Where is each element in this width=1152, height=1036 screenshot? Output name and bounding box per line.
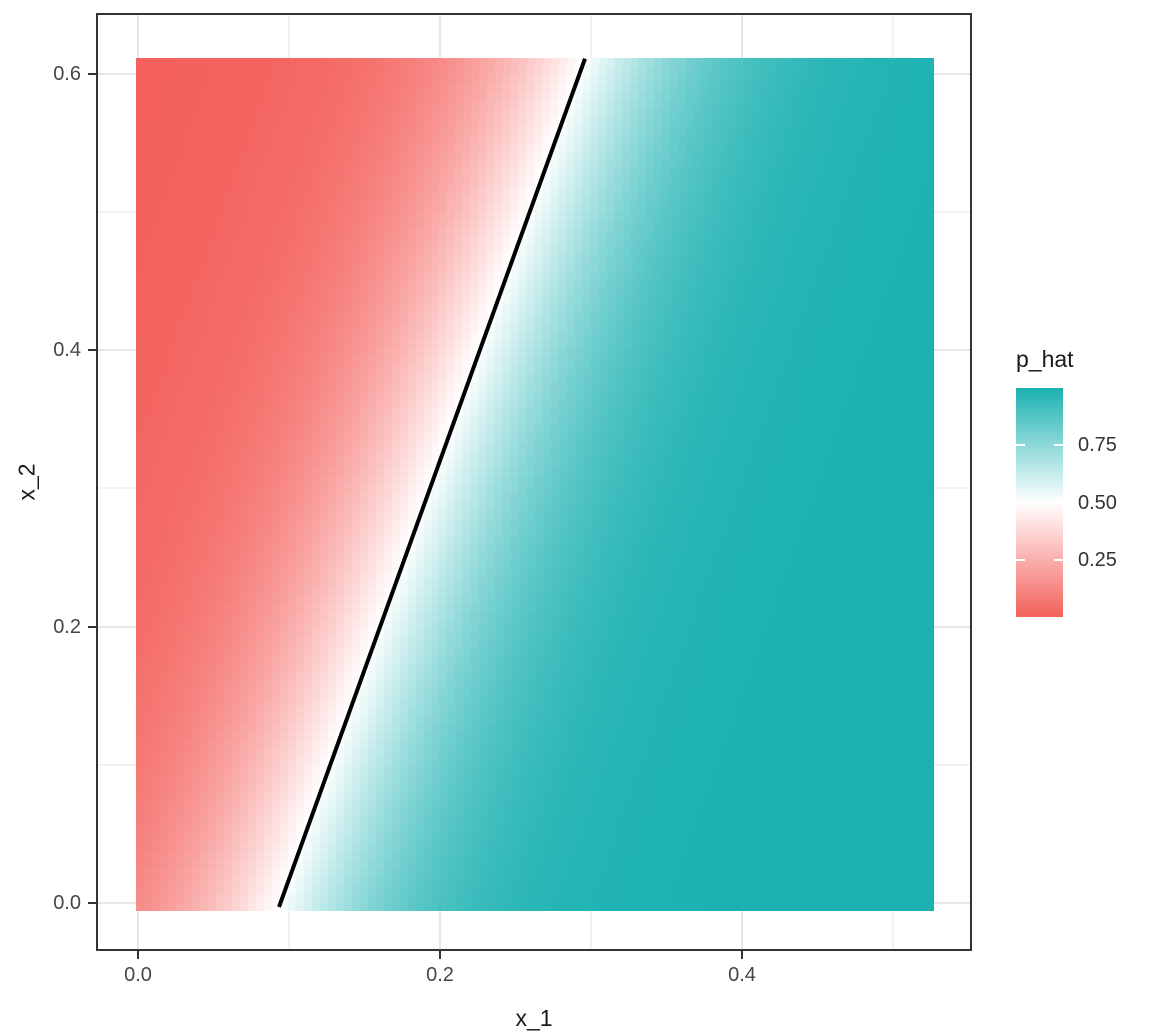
x-tick-label: 0.0	[124, 964, 152, 986]
x-tick-label: 0.2	[426, 964, 454, 986]
y-axis-title: x_2	[13, 463, 40, 501]
plot-panel	[96, 13, 972, 951]
decision-boundary-line	[277, 58, 587, 908]
y-tick-mark	[88, 72, 96, 75]
x-tick-mark	[439, 951, 441, 959]
legend-colorbar: 0.75 0.50 0.25	[1016, 388, 1117, 617]
legend-tick-mark	[1054, 444, 1063, 447]
legend-title: p_hat	[1016, 346, 1074, 372]
x-tick-mark	[741, 951, 743, 959]
legend-tick-label: 0.50	[1078, 491, 1117, 514]
legend-tick-label: 0.25	[1078, 548, 1117, 571]
x-tick-mark	[137, 951, 139, 959]
y-tick-label: 0.6	[53, 62, 81, 85]
y-tick-label: 0.2	[53, 615, 81, 638]
y-tick-mark	[88, 902, 96, 904]
decision-boundary-layer	[277, 58, 587, 908]
x-axis-title: x_1	[515, 1005, 553, 1031]
legend-tick-mark	[1016, 444, 1025, 447]
legend-tick-mark	[1054, 558, 1063, 561]
legend-tick-label: 0.75	[1078, 434, 1117, 457]
y-tick-label: 0.4	[53, 339, 81, 362]
legend-tick-mark	[1016, 501, 1025, 504]
y-tick-mark	[88, 625, 96, 628]
y-tick-mark	[88, 349, 96, 352]
legend-tick-mark	[1054, 501, 1063, 504]
legend: p_hat 0.75 0.50 0.25	[1016, 346, 1146, 617]
legend-tick-mark	[1016, 558, 1025, 561]
x-tick-label: 0.4	[728, 964, 756, 986]
y-tick-label: 0.0	[53, 892, 81, 914]
